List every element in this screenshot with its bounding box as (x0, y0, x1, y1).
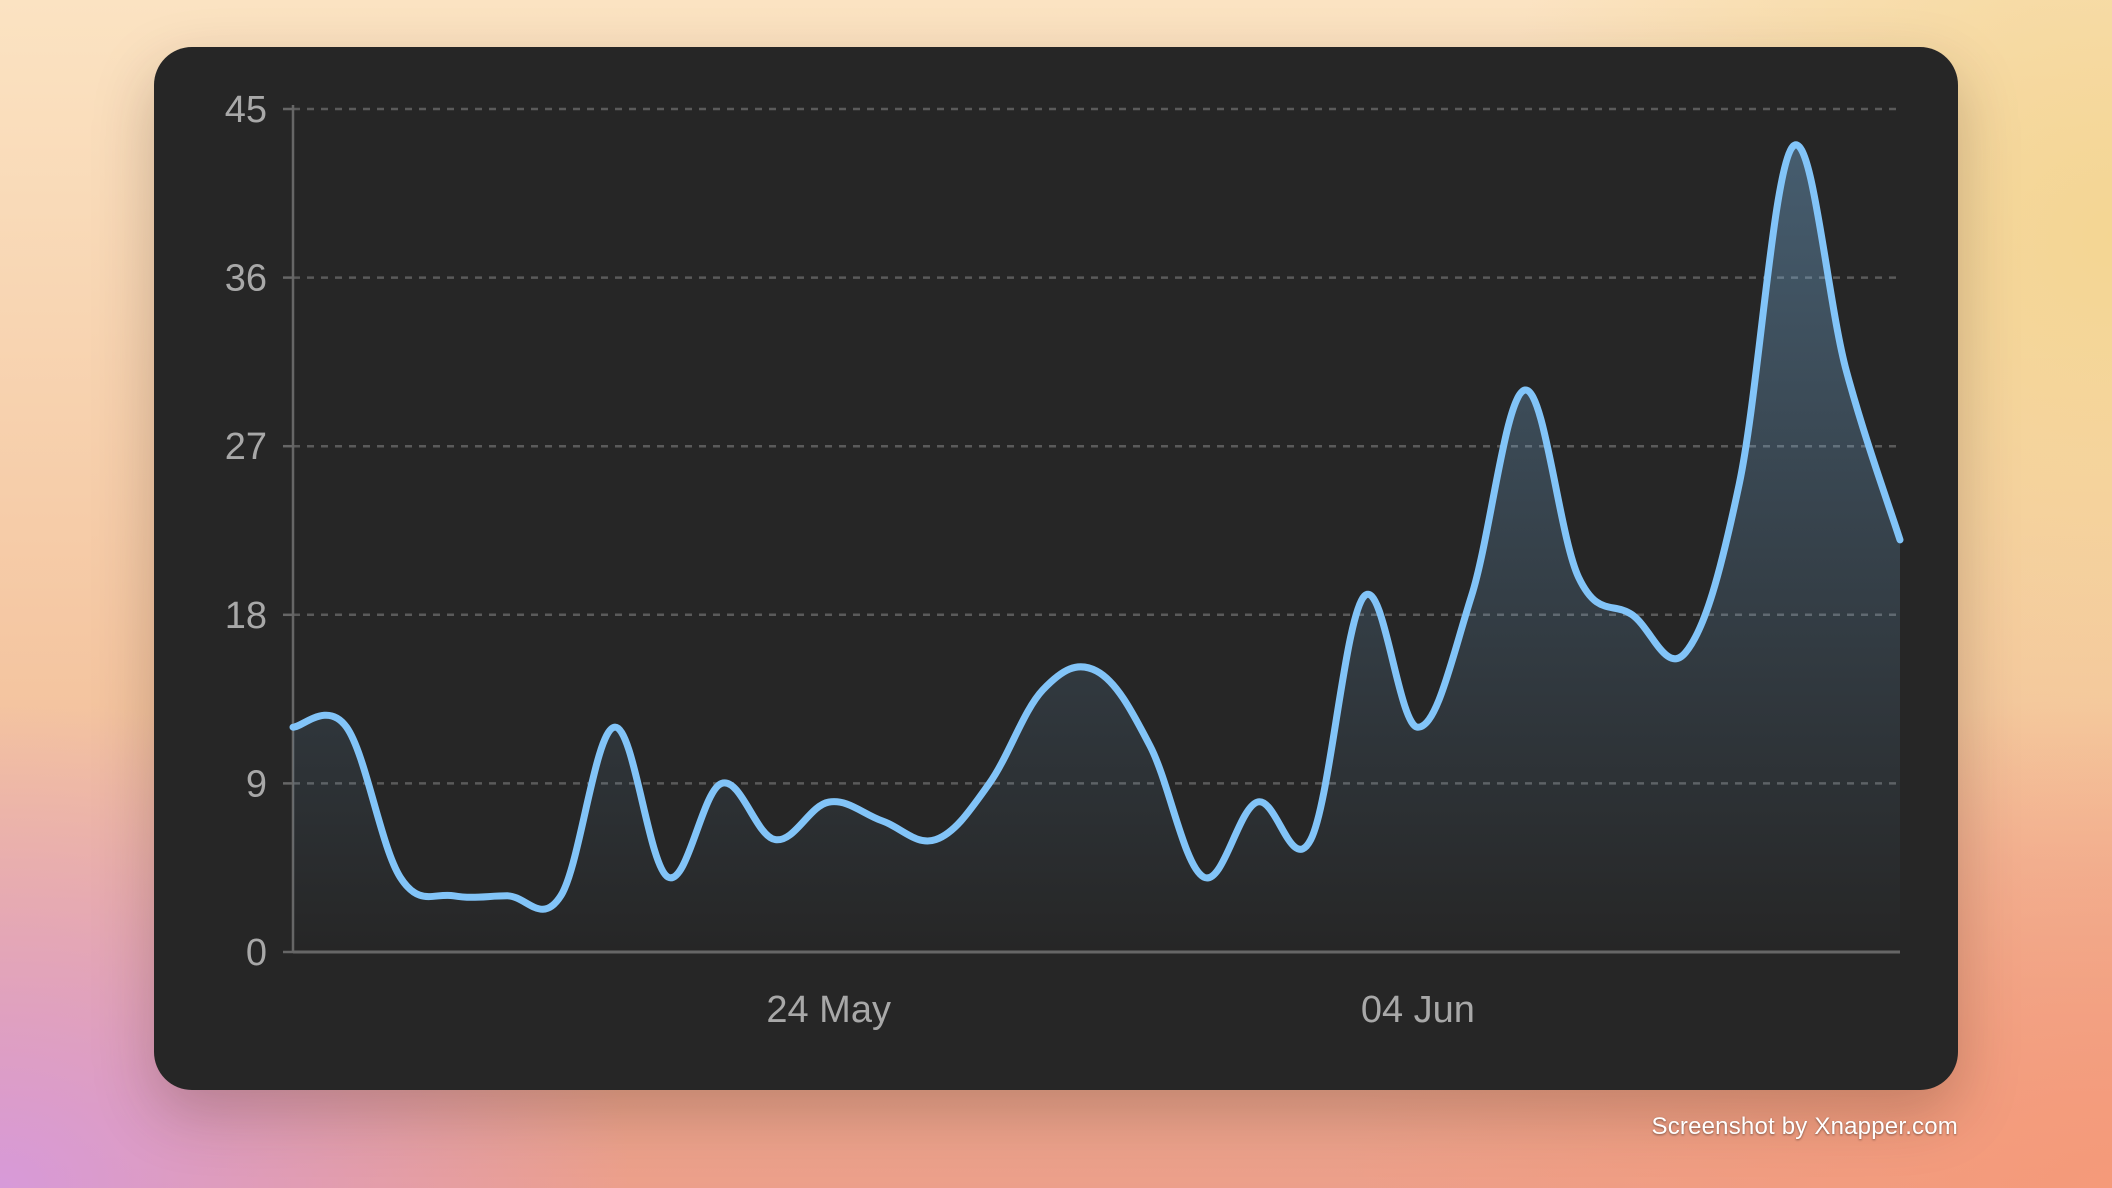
y-tick-label: 36 (225, 258, 267, 300)
tick-labels: 0 9 18 27 36 45 24 May 04 Jun (225, 89, 1475, 1031)
area-fill (293, 144, 1900, 952)
line-chart: 0 9 18 27 36 45 24 May 04 Jun (225, 89, 1904, 1031)
y-tick-label: 0 (246, 932, 267, 974)
series-line (289, 141, 1904, 913)
y-tick-label: 18 (225, 595, 267, 637)
y-tick-label: 9 (246, 763, 267, 805)
x-tick-label: 04 Jun (1361, 989, 1475, 1031)
x-tick-label: 24 May (766, 989, 891, 1031)
watermark: Screenshot by Xnapper.com (1651, 1113, 1958, 1140)
y-tick-label: 45 (225, 89, 267, 131)
chart-card: 0 9 18 27 36 45 24 May 04 Jun (154, 47, 1958, 1090)
series-line-path (289, 141, 1904, 913)
y-tick-label: 27 (225, 426, 267, 468)
series-area (293, 144, 1900, 952)
